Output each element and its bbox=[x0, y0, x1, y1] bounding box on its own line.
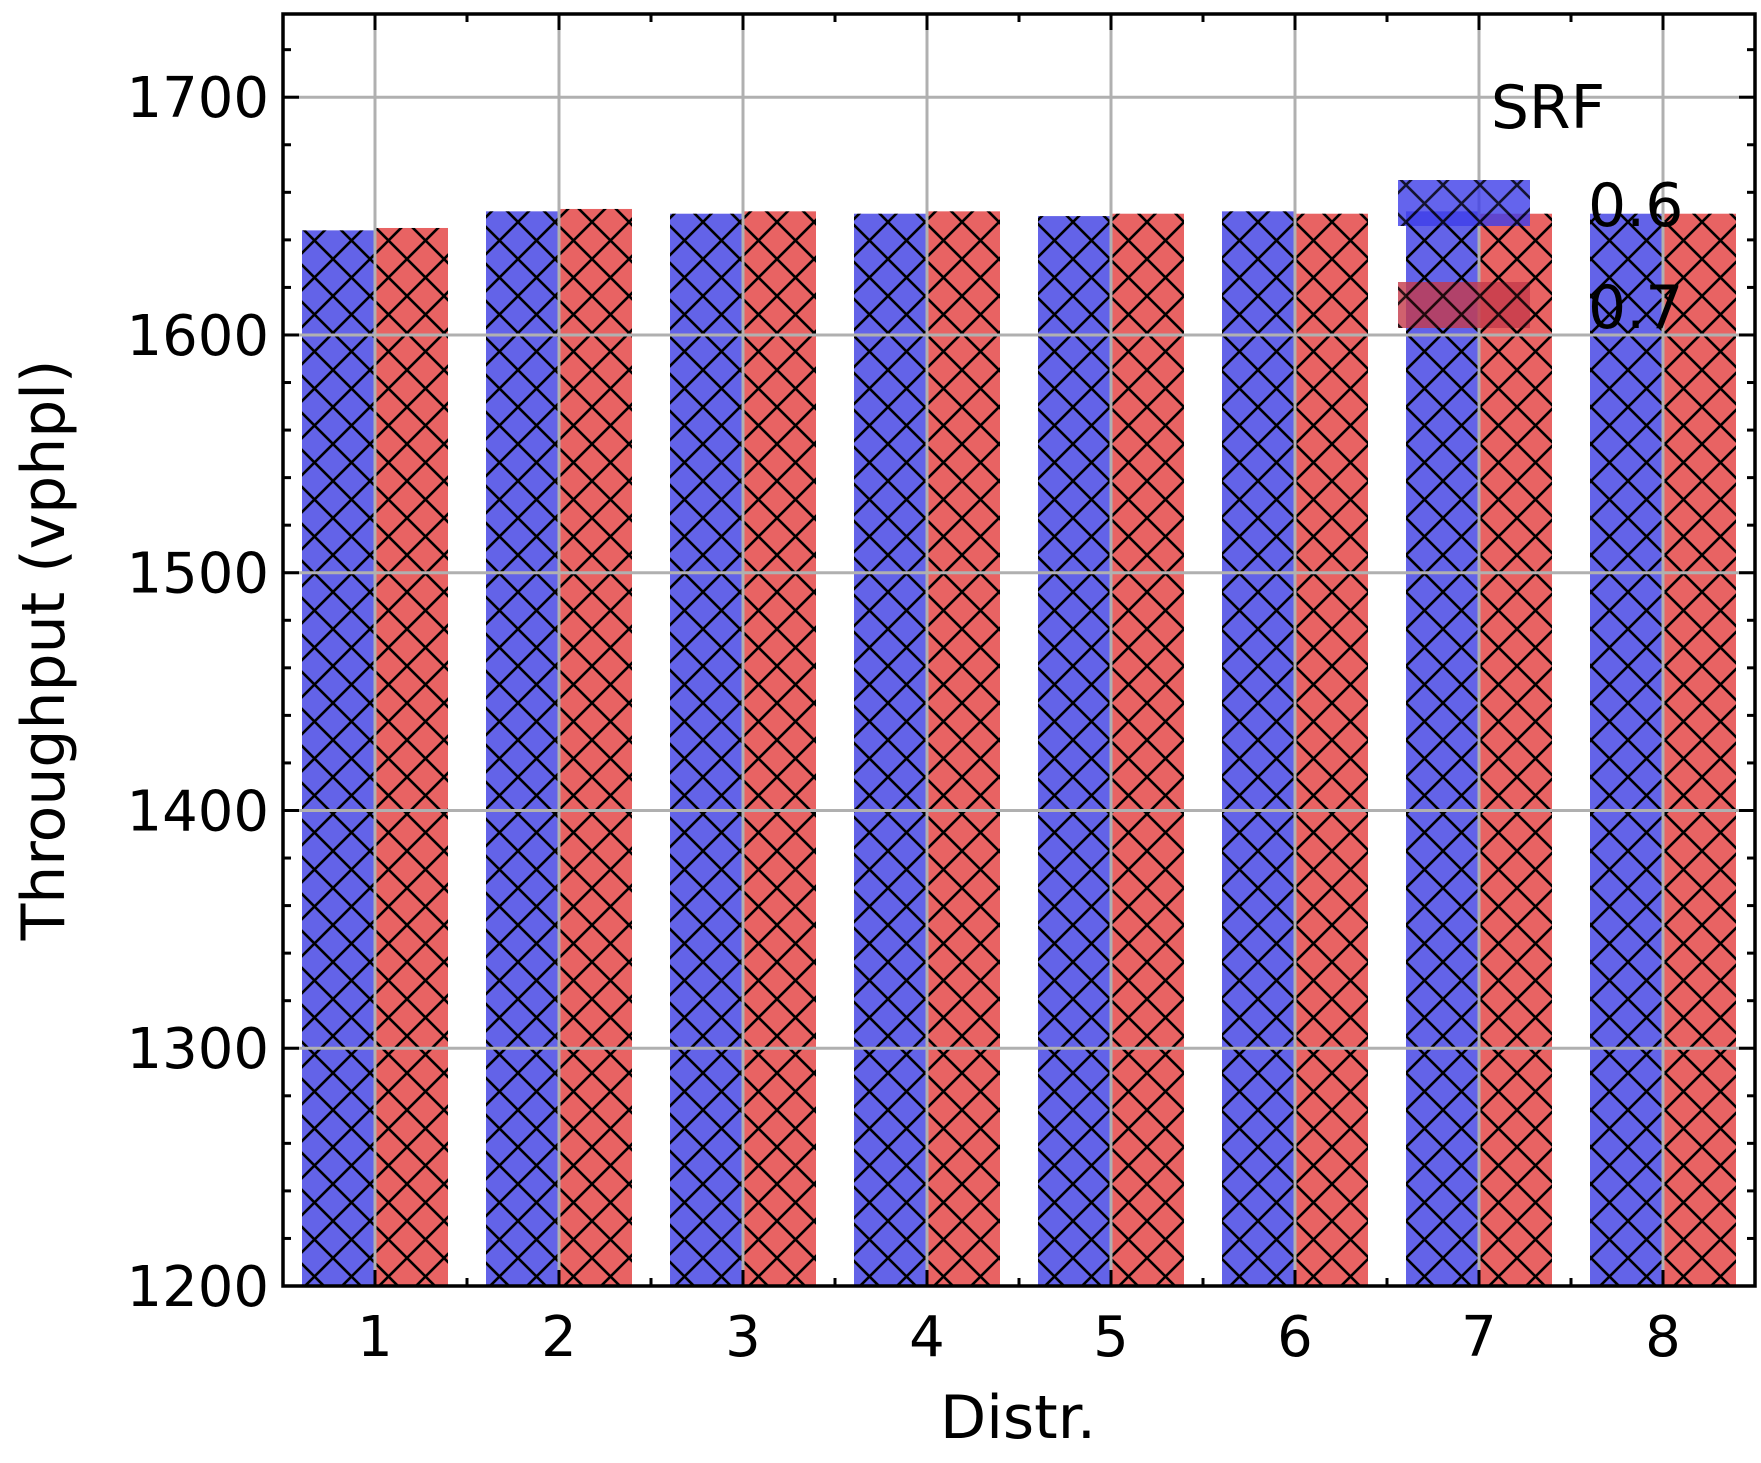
bar-series-0.7-cat-8 bbox=[1663, 213, 1736, 1286]
y-tick-label-1300: 1300 bbox=[126, 1017, 269, 1082]
legend: 0.60.7 bbox=[1398, 171, 1683, 343]
bar-series-0.7-cat-7 bbox=[1479, 213, 1552, 1286]
x-tick-label-6: 6 bbox=[1277, 1305, 1313, 1370]
bar-series-0.6-cat-8 bbox=[1590, 213, 1663, 1286]
x-tick-label-5: 5 bbox=[1093, 1305, 1129, 1370]
y-tick-label-1500: 1500 bbox=[126, 542, 269, 607]
y-axis-label: Throughput (vphpl) bbox=[9, 360, 79, 942]
legend-entry-0.7: 0.7 bbox=[1398, 273, 1683, 343]
y-tick-label-1600: 1600 bbox=[126, 304, 269, 369]
bar-series-0.6-cat-4 bbox=[854, 213, 927, 1286]
y-tick-label-1400: 1400 bbox=[126, 779, 269, 844]
x-tick-label-8: 8 bbox=[1645, 1305, 1681, 1370]
legend-label-0.7: 0.7 bbox=[1588, 273, 1683, 343]
y-tick-label-1700: 1700 bbox=[126, 66, 269, 131]
bar-series-0.6-cat-2 bbox=[486, 211, 559, 1286]
legend-label-0.6: 0.6 bbox=[1588, 171, 1683, 241]
legend-title: SRF bbox=[1491, 73, 1605, 143]
x-tick-label-4: 4 bbox=[909, 1305, 945, 1370]
bar-series-0.7-cat-1 bbox=[375, 227, 448, 1286]
bar-series-0.7-cat-5 bbox=[1111, 213, 1184, 1286]
bar-series-0.6-cat-3 bbox=[670, 213, 743, 1286]
bars bbox=[302, 208, 1736, 1286]
bar-series-0.6-cat-1 bbox=[302, 230, 375, 1286]
bar-series-0.7-cat-4 bbox=[927, 211, 1000, 1286]
legend-entry-0.6: 0.6 bbox=[1398, 171, 1683, 241]
bar-series-0.7-cat-6 bbox=[1295, 213, 1368, 1286]
x-tick-label-2: 2 bbox=[541, 1305, 577, 1370]
bar-series-0.6-cat-5 bbox=[1038, 216, 1111, 1286]
x-tick-label-7: 7 bbox=[1461, 1305, 1497, 1370]
axes bbox=[281, 12, 1757, 1288]
x-tick-label-3: 3 bbox=[725, 1305, 761, 1370]
bar-series-0.6-cat-7 bbox=[1406, 211, 1479, 1286]
bar-series-0.6-cat-6 bbox=[1222, 211, 1295, 1286]
y-tick-label-1200: 1200 bbox=[126, 1255, 269, 1320]
x-tick-label-1: 1 bbox=[357, 1305, 393, 1370]
bar-series-0.7-cat-2 bbox=[559, 208, 632, 1286]
x-axis-label: Distr. bbox=[940, 1383, 1096, 1453]
tick-labels: 1200 1300 1400 1500 1600 1700 1 2 3 4 5 6 7 8 bbox=[126, 66, 1680, 1370]
bar-series-0.7-cat-3 bbox=[743, 211, 816, 1286]
